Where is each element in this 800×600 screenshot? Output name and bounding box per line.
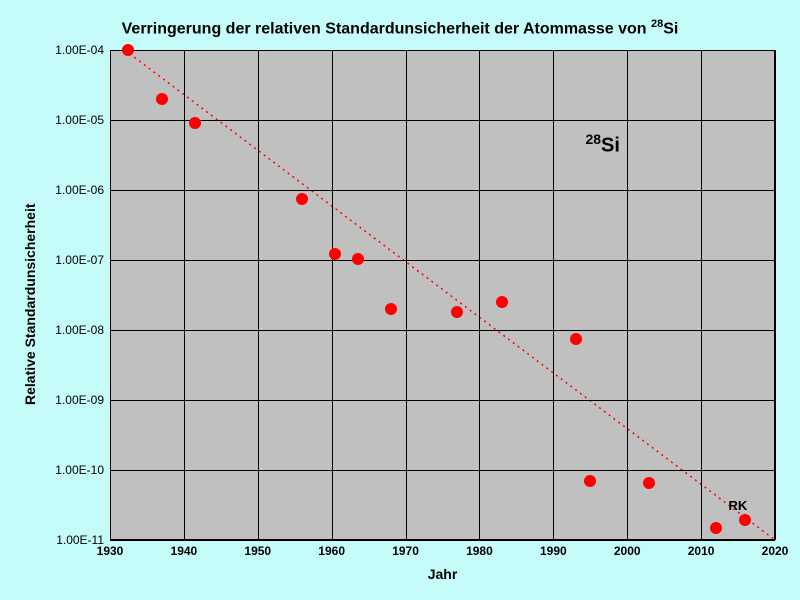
chart-container: Verringerung der relativen Standardunsic… [0, 0, 800, 600]
y-gridline [110, 540, 775, 541]
x-gridline [184, 50, 185, 540]
data-point [352, 253, 364, 265]
chart-title-superscript: 28 [651, 18, 663, 30]
x-tick-label: 1940 [171, 540, 198, 558]
x-axis-label: Jahr [110, 566, 775, 582]
y-tick-label: 1.00E-10 [55, 463, 110, 477]
y-gridline [110, 120, 775, 121]
isotope-annotation: 28Si [585, 131, 619, 158]
rk-label: RK [728, 498, 747, 513]
x-tick-label: 1960 [318, 540, 345, 558]
y-gridline [110, 400, 775, 401]
x-gridline [553, 50, 554, 540]
x-gridline [258, 50, 259, 540]
x-gridline [775, 50, 776, 540]
y-gridline [110, 190, 775, 191]
x-tick-label: 1980 [466, 540, 493, 558]
data-point [451, 306, 463, 318]
x-tick-label: 2000 [614, 540, 641, 558]
y-tick-label: 1.00E-08 [55, 323, 110, 337]
data-point [156, 93, 168, 105]
x-gridline [110, 50, 111, 540]
data-point [329, 248, 341, 260]
data-point [584, 475, 596, 487]
y-axis-label: Relative Standardunsicherheit [22, 203, 38, 405]
plot-border [110, 50, 775, 540]
plot-area: 28Si RK 19301940195019601970198019902000… [110, 50, 775, 540]
isotope-annotation-sup: 28 [585, 131, 601, 147]
y-tick-label: 1.00E-06 [55, 183, 110, 197]
x-gridline [479, 50, 480, 540]
data-point [570, 333, 582, 345]
trendline [110, 50, 775, 540]
x-tick-label: 2020 [762, 540, 789, 558]
y-tick-label: 1.00E-11 [56, 533, 110, 547]
data-point [496, 296, 508, 308]
chart-title-pre: Verringerung der relativen Standardunsic… [122, 20, 651, 37]
x-gridline [701, 50, 702, 540]
data-point [739, 514, 751, 526]
data-point [385, 303, 397, 315]
data-point [643, 477, 655, 489]
data-point [710, 522, 722, 534]
y-tick-label: 1.00E-07 [55, 253, 110, 267]
chart-title: Verringerung der relativen Standardunsic… [0, 18, 800, 38]
x-gridline [332, 50, 333, 540]
y-gridline [110, 260, 775, 261]
y-gridline [110, 50, 775, 51]
x-tick-label: 1970 [392, 540, 419, 558]
y-gridline [110, 470, 775, 471]
y-tick-label: 1.00E-04 [55, 43, 110, 57]
trendline-line [125, 50, 775, 540]
x-tick-label: 1950 [244, 540, 271, 558]
x-tick-label: 1990 [540, 540, 567, 558]
x-gridline [406, 50, 407, 540]
isotope-annotation-text: Si [601, 135, 620, 157]
y-gridline [110, 330, 775, 331]
x-gridline [627, 50, 628, 540]
y-tick-label: 1.00E-05 [55, 113, 110, 127]
y-tick-label: 1.00E-09 [55, 393, 110, 407]
data-point [296, 193, 308, 205]
chart-title-post: Si [663, 20, 678, 37]
data-point [189, 117, 201, 129]
data-point [122, 44, 134, 56]
x-tick-label: 2010 [688, 540, 715, 558]
